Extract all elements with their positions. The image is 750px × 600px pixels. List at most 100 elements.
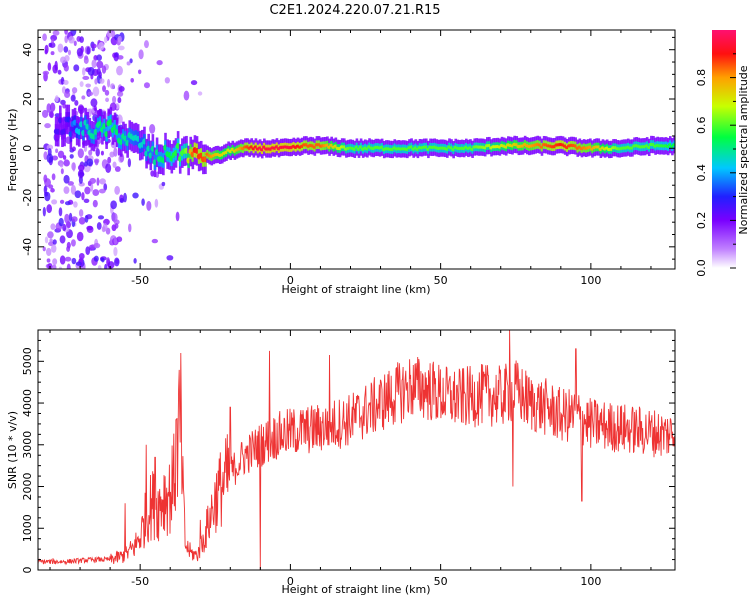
spectrogram-noise-blob: [127, 158, 132, 168]
spectrogram-noise-blob: [104, 89, 110, 96]
spectrogram-noise-blob: [175, 211, 180, 222]
spectrogram-noise-blob: [47, 231, 54, 239]
spectrogram-noise-blob: [79, 36, 84, 43]
snr-y-tick-label: 3000: [21, 431, 34, 459]
spectrogram-noise-blob: [190, 80, 198, 86]
spectrogram-noise-blob: [49, 238, 53, 244]
spectrogram-noise-blob: [58, 207, 63, 217]
spectrogram-noise-blob: [114, 166, 121, 172]
spectrogram-noise-blob: [85, 214, 93, 220]
spectrogram-noise-blob: [63, 80, 69, 85]
spectrogram-noise-blob: [46, 258, 51, 263]
spectrogram-noise-blob: [64, 213, 70, 224]
spectrogram-noise-blob: [119, 198, 125, 204]
spectrogram-noise-blob: [68, 36, 75, 44]
spectrogram-noise-blob: [43, 185, 48, 195]
spectrogram-noise-blob: [54, 95, 59, 103]
spectrogram-noise-blob: [85, 246, 91, 255]
spectrogram-noise-blob: [87, 66, 95, 76]
spectrogram-y-tick-label: 40: [21, 43, 34, 57]
spectrogram-ridge-core: [672, 143, 675, 147]
colorbar-tick-label: 0.0: [695, 259, 708, 277]
spectrogram-noise-blob: [94, 78, 98, 85]
spectrogram-y-tick-label: -40: [21, 238, 34, 256]
spectrogram-noise-blob: [62, 223, 67, 232]
spectrogram-noise-blob: [46, 204, 53, 214]
snr-y-tick-label: 5000: [21, 347, 34, 375]
spectrogram-noise-blob: [44, 49, 48, 55]
spectrogram-noise-blob: [42, 33, 47, 42]
spectrogram-noise-blob: [87, 91, 94, 96]
spectrogram-noise-blob: [107, 156, 112, 164]
spectrogram-noise-blob: [96, 60, 104, 69]
spectrogram-noise-blob: [44, 236, 49, 244]
spectrogram-noise-blob: [166, 255, 174, 261]
spectrogram-noise-blob: [85, 83, 92, 88]
spectrogram-noise-blob: [57, 69, 62, 75]
spectrogram-noise-blob: [156, 60, 163, 66]
spectrogram-noise-blob: [113, 236, 118, 245]
spectrogram-noise-blob: [150, 170, 155, 177]
spectrogram-noise-blob: [44, 123, 51, 129]
spectrogram-noise-blob: [64, 91, 71, 99]
spectrogram-noise-blob: [49, 111, 54, 119]
spectrogram-noise-blob: [42, 246, 46, 252]
spectrogram-noise-blob: [51, 199, 58, 205]
spectrogram-noise-blob: [99, 78, 105, 84]
spectrogram-y-axis-label: Frequency (Hz): [6, 109, 19, 192]
spectrogram-noise-blob: [86, 46, 91, 55]
spectrogram-noise-blob: [71, 162, 76, 171]
spectrogram-noise-blob: [96, 222, 102, 230]
spectrogram-noise-blob: [77, 169, 84, 179]
spectrogram-noise-blob: [57, 43, 64, 53]
spectrogram-noise-blob: [132, 192, 139, 199]
spectrogram-noise-blob: [52, 264, 57, 269]
spectrogram-noise-blob: [52, 239, 57, 245]
spectrogram-noise-blob: [71, 146, 76, 152]
spectrogram-noise-blob: [44, 191, 51, 202]
spectrogram-noise-blob: [50, 51, 55, 56]
spectrogram-y-tick-label: -20: [21, 189, 34, 207]
spectrogram-noise-blob: [71, 239, 76, 247]
spectrogram-noise-blob: [161, 181, 166, 187]
figure-title: C2E1.2024.220.07.21.R15: [269, 3, 440, 18]
spectrogram-noise-blob: [117, 45, 125, 51]
spectrogram-noise-blob: [94, 159, 99, 166]
spectrogram-noise-blob: [93, 242, 101, 249]
spectrogram-noise-blob: [63, 159, 70, 167]
spectrogram-noise-blob: [77, 148, 84, 159]
spectrogram-noise-blob: [58, 266, 63, 269]
spectrogram-noise-blob: [59, 255, 66, 265]
spectrogram-noise-blob: [114, 185, 121, 195]
spectrogram-noise-blob: [117, 35, 122, 43]
spectrogram-noise-blob: [73, 64, 80, 72]
spectrogram-noise-blob: [137, 69, 142, 75]
spectrogram-noise-blob: [116, 65, 123, 76]
spectrogram-noise-blob: [60, 168, 64, 175]
spectrogram-noise-blob: [73, 201, 78, 208]
spectrogram-noise-blob: [112, 95, 117, 104]
spectrogram-noise-blob: [90, 244, 95, 250]
spectrogram-noise-blob: [95, 148, 100, 157]
spectrogram-noise-blob: [103, 36, 108, 43]
spectrogram-noise-blob: [102, 85, 106, 92]
snr-x-tick-label: 0: [287, 575, 294, 588]
spectrogram-y-tick-label: 0: [21, 145, 34, 152]
spectrogram-noise-blob: [98, 188, 106, 194]
spectrogram-noise-blob: [42, 206, 46, 217]
spectrogram-noise-blob: [116, 91, 124, 97]
spectrogram-noise-blob: [51, 244, 57, 253]
spectrogram-noise-blob: [86, 225, 93, 231]
spectrogram-noise-blob: [107, 78, 111, 88]
spectrogram-noise-blob: [66, 263, 71, 269]
snr-y-tick-label: 2000: [21, 473, 34, 501]
spectrogram-noise-blob: [129, 58, 133, 64]
spectrogram-noise-blob: [83, 56, 89, 64]
spectrogram-noise-blob: [62, 155, 67, 160]
spectrogram-noise-blob: [83, 161, 89, 167]
spectrogram-noise-blob: [71, 87, 78, 94]
spectrogram-noise-blob: [107, 261, 115, 269]
spectrogram-noise-blob: [51, 173, 56, 181]
